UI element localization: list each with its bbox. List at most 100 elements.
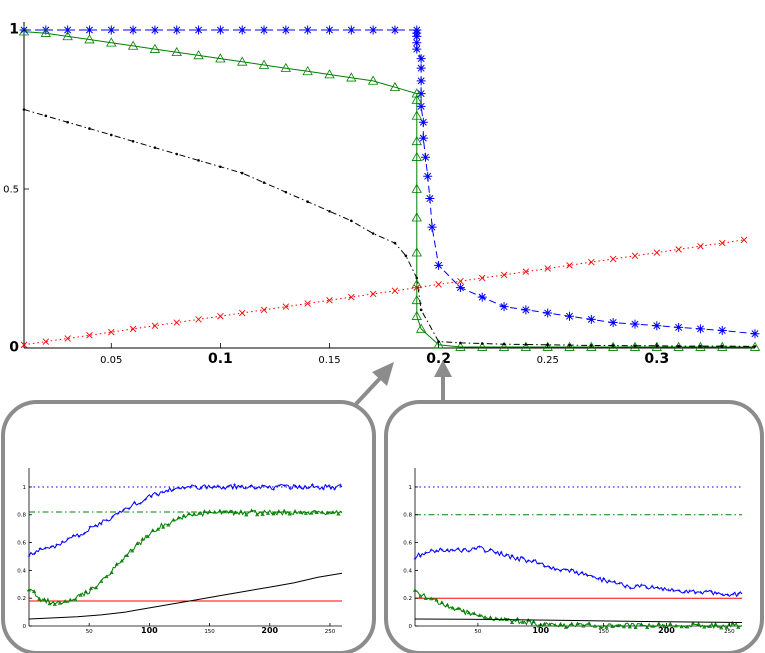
- inset1-series-4-point-31: [186, 511, 192, 516]
- main-series-1-point-1: [40, 27, 52, 37]
- main-series-1-point-12: [280, 62, 292, 72]
- inset1-series-3-point-14: [105, 518, 109, 522]
- inset2-series-3-point-15: [494, 551, 498, 555]
- main-series-1-point-11: [258, 59, 270, 69]
- inset2-series-4-point-47: [673, 623, 679, 628]
- inset2-series-4-point-36: [610, 624, 615, 628]
- inset1-series-4-point-30: [181, 513, 186, 518]
- inset2-series-3-point-14: [489, 547, 492, 551]
- inset2-series-4-point-18: [509, 620, 515, 625]
- inset2-series-3-point-1: [419, 555, 422, 558]
- main-series-0-point-31: [423, 171, 433, 181]
- inset2-series-4-point-24: [542, 621, 547, 626]
- main-series-2-point-4: [109, 133, 113, 137]
- inset1-series-4-point-49: [282, 508, 287, 513]
- inset2-series-4-point-29: [569, 621, 574, 626]
- inset2-series-3-point-46: [661, 588, 665, 592]
- inset2-series-3-point-19: [516, 556, 519, 560]
- inset1-series-3-point-41: [255, 486, 259, 490]
- inset2-series-3-point-4: [435, 549, 438, 553]
- inset2-series-3-point-9: [462, 547, 465, 551]
- inset2-series-4-point-52: [702, 624, 707, 629]
- inset2-series-4-point-40: [633, 625, 638, 629]
- inset1-series-3: [27, 483, 343, 558]
- main-series-1-point-3: [84, 34, 95, 44]
- main-series-3-point-31: [697, 242, 704, 250]
- inset1-series-3-point-53: [322, 487, 325, 491]
- inset2-series-4-point-48: [679, 624, 684, 629]
- inset2-series-3-point-40: [629, 586, 632, 590]
- inset2-series-4-point-38: [621, 624, 627, 629]
- main-series-0-point-26: [416, 89, 426, 99]
- inset1-series-3-point-37: [233, 483, 236, 487]
- main-xtick-label-0: 0.05: [100, 355, 122, 366]
- inset2-series-4-point-9: [461, 608, 466, 613]
- inset2-series-4-point-46: [668, 621, 673, 626]
- main-series-0-point-29: [418, 133, 428, 143]
- inset2-series-4-point-7: [450, 605, 455, 610]
- main-series-0-point-6: [150, 25, 160, 35]
- inset1-xtick-label-1: 100: [141, 626, 158, 635]
- main-series-1-point-27: [411, 294, 422, 305]
- inset1-series-4-point-4: [47, 601, 52, 606]
- inset2-series-5: [414, 618, 743, 623]
- inset2-series-4-point-12: [477, 613, 482, 617]
- inset1-series-4-point-43: [249, 508, 254, 513]
- inset1-ytick-label-4: 0.8: [17, 513, 26, 519]
- inset1-series-4-point-13: [94, 585, 99, 590]
- inset1-series-3-point-13: [99, 522, 103, 526]
- inset1-series-3-point-28: [183, 486, 186, 490]
- main-series-1-point-19: [411, 94, 422, 104]
- main-series-1-point-32: [477, 341, 488, 351]
- main-series-2-point-6: [153, 146, 157, 149]
- inset2-series-4-point-55: [719, 625, 724, 630]
- inset1-series-3-point-0: [27, 554, 31, 558]
- inset2-series-4-point-4: [434, 597, 439, 602]
- inset1-series-4-point-9: [73, 597, 78, 602]
- main-series-0-point-39: [543, 308, 553, 318]
- inset2-xtick-label-4: 250: [724, 629, 735, 635]
- main-ytick-label-2: 1: [9, 22, 19, 38]
- main-series-2-point-30: [633, 344, 637, 348]
- inset1-series-4-point-20: [130, 548, 135, 553]
- inset1-series-3-point-38: [238, 485, 242, 489]
- main-series-0-point-43: [630, 319, 640, 329]
- inset2-series-4-point-42: [645, 625, 650, 629]
- main-series-1-point-13: [302, 66, 313, 76]
- inset2-series-4-point-50: [690, 621, 696, 625]
- inset2-series-3-point-32: [586, 574, 589, 578]
- inset1-series-5-line: [28, 572, 343, 620]
- main-series-3-point-33: [740, 236, 748, 244]
- main-series-2-line: [23, 109, 756, 347]
- inset2-series-4-point-32: [587, 621, 592, 625]
- main-series-3-point-20: [457, 277, 464, 285]
- inset1-series-4-point-19: [124, 553, 130, 558]
- inset1-series-4-point-57: [325, 510, 330, 515]
- inset1-series-4-point-58: [330, 510, 336, 514]
- inset1-series-4: [26, 508, 343, 606]
- inset1-series-4-point-56: [320, 510, 325, 514]
- inset1-series-4-point-59: [336, 511, 341, 516]
- main-series-3-line: [23, 239, 745, 346]
- main-series-0-point-15: [346, 25, 356, 35]
- main-series-3-point-6: [151, 322, 159, 329]
- inset1-series-3-point-6: [60, 540, 64, 544]
- main-series-0-point-36: [477, 292, 487, 302]
- inset1-series-4-point-41: [238, 509, 243, 513]
- inset2-series-3-point-45: [656, 586, 659, 589]
- inset2-series-4-point-5: [439, 600, 445, 604]
- inset1-series-3-point-29: [188, 485, 192, 489]
- inset2-series-3-point-33: [591, 575, 595, 579]
- main-series-3-point-21: [478, 274, 486, 282]
- inset1-series-3-point-39: [244, 486, 248, 490]
- inset2-series-3-point-30: [575, 570, 579, 574]
- inset1-series-4-point-55: [314, 510, 319, 515]
- main-series-1-point-24: [411, 212, 422, 222]
- main-series-2-point-32: [677, 344, 680, 348]
- main-series-3-point-2: [64, 335, 71, 342]
- inset1-series-4-point-23: [145, 534, 150, 539]
- main-series-1-point-0: [18, 26, 30, 36]
- inset1-series-3-point-46: [283, 484, 286, 488]
- inset1-series-3-point-15: [110, 515, 114, 519]
- inset2-xtick-label-0: 50: [474, 629, 481, 635]
